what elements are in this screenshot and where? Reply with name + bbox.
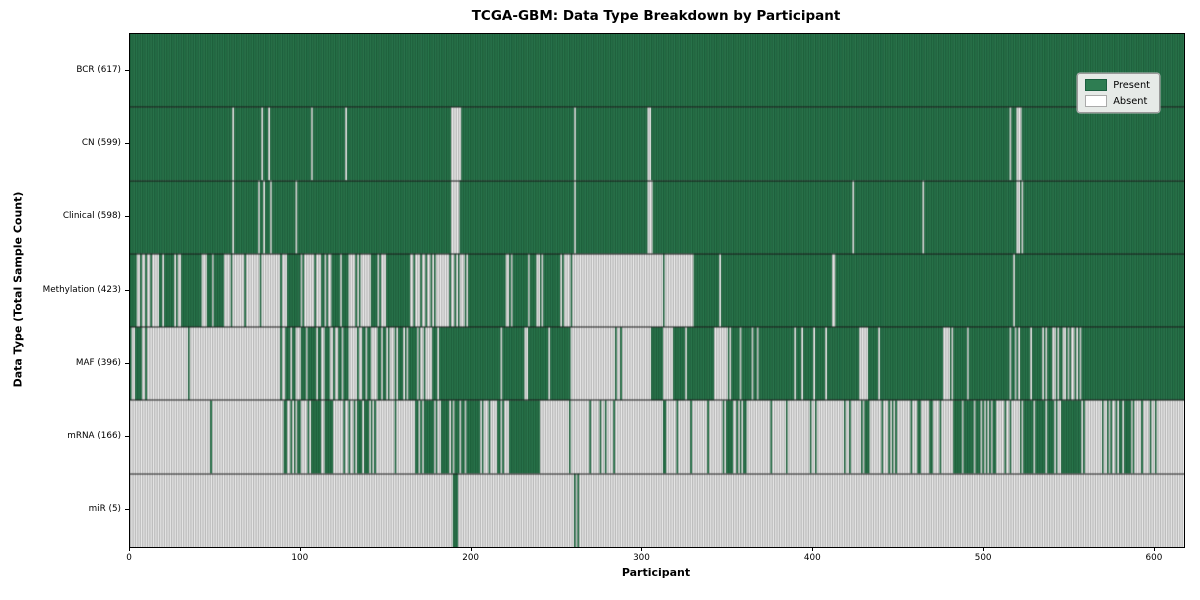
- y-tick-mark: [125, 362, 129, 364]
- legend-swatch-present: [1085, 79, 1108, 91]
- y-tick-label-clinical: Clinical (598): [62, 211, 121, 222]
- y-tick-mark: [125, 216, 129, 218]
- y-tick-label-mrna: mRNA (166): [67, 431, 121, 442]
- y-tick-mark: [125, 69, 129, 71]
- x-tick-label-200: 200: [462, 553, 480, 563]
- x-tick-label-300: 300: [633, 553, 650, 563]
- x-tick-mark: [641, 547, 643, 551]
- y-tick-mark: [125, 289, 129, 291]
- legend-entry-present: Present: [1085, 79, 1150, 91]
- chart-title: TCGA-GBM: Data Type Breakdown by Partici…: [471, 8, 841, 24]
- x-tick-mark: [129, 547, 130, 551]
- x-tick-label-0: 0: [126, 553, 132, 563]
- legend-swatch-absent: [1085, 95, 1108, 107]
- legend-label: Absent: [1113, 95, 1148, 107]
- x-tick-label-600: 600: [1145, 553, 1163, 563]
- x-axis-label: Participant: [621, 566, 691, 579]
- x-tick-mark: [470, 547, 472, 551]
- x-tick-mark: [299, 547, 301, 551]
- x-tick-mark: [1153, 547, 1155, 551]
- x-tick-label-500: 500: [974, 553, 992, 563]
- y-tick-label-bcr: BCR (617): [76, 64, 121, 75]
- y-tick-label-maf: MAF (396): [75, 357, 121, 368]
- legend-entry-absent: Absent: [1085, 95, 1150, 107]
- y-tick-label-mir: miR (5): [88, 504, 121, 515]
- y-tick-mark: [125, 509, 129, 511]
- plot-area: Present Absent: [129, 33, 1185, 548]
- y-tick-label-methylation: Methylation (423): [42, 284, 121, 295]
- y-tick-label-cn: CN (599): [81, 137, 121, 148]
- legend-label: Present: [1113, 79, 1150, 91]
- x-tick-mark: [812, 547, 814, 551]
- heatmap-canvas: [130, 34, 1184, 547]
- legend: Present Absent: [1077, 73, 1160, 113]
- y-tick-mark: [125, 436, 129, 438]
- y-tick-mark: [125, 142, 129, 144]
- x-tick-mark: [983, 547, 985, 551]
- x-tick-label-100: 100: [291, 553, 309, 563]
- x-tick-label-400: 400: [803, 553, 821, 563]
